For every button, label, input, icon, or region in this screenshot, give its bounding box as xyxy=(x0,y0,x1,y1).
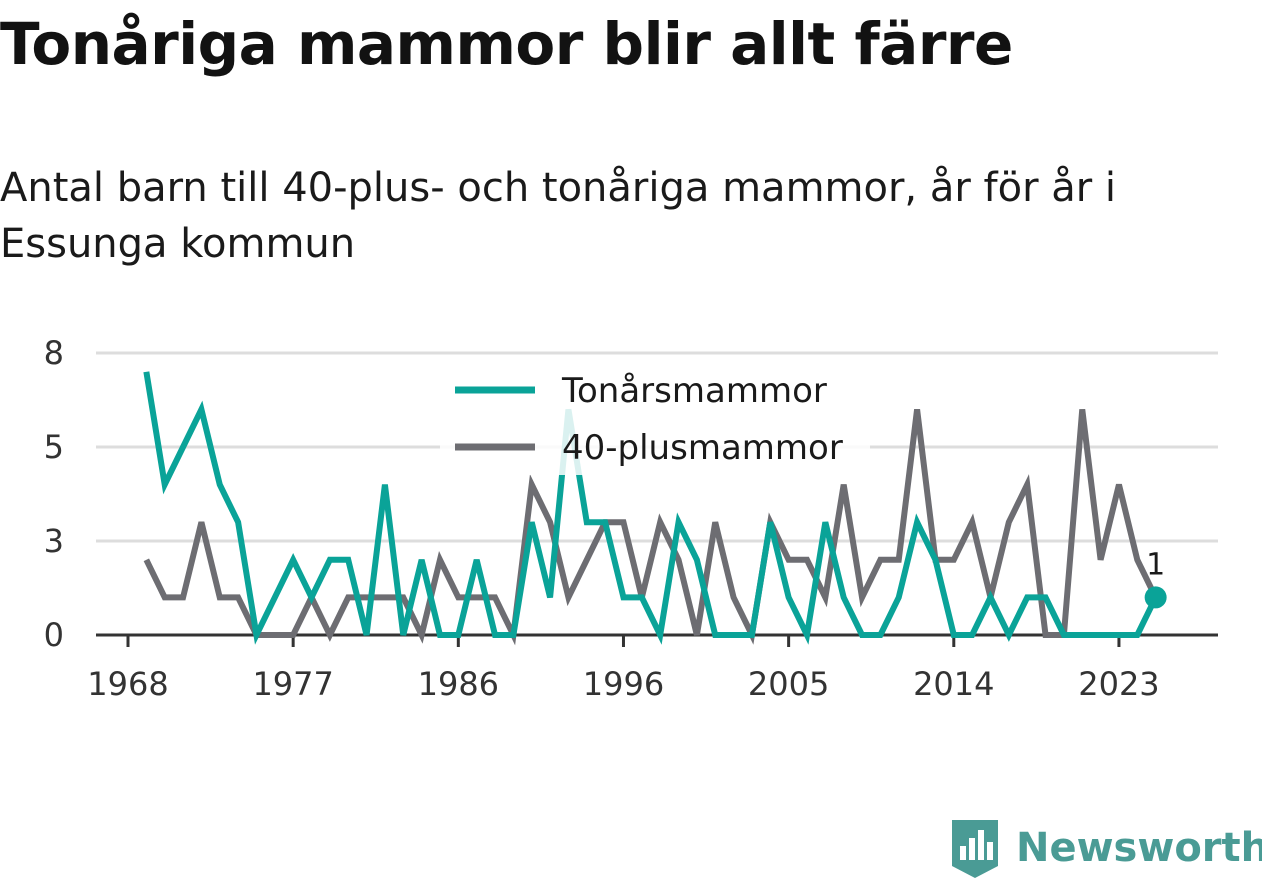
chart-subtitle: Antal barn till 40-plus- och tonåriga ma… xyxy=(0,165,1117,267)
y-tick-label: 5 xyxy=(44,428,64,466)
chart-title: Tonåriga mammor blir allt färre xyxy=(0,10,1013,78)
line-chart: 0 3 5 8 1968 1977 1986 1996 2005 2014 2023 Tonårs… xyxy=(44,334,1218,703)
legend-label-teens: Tonårsmammor xyxy=(561,371,827,411)
x-tick-label: 1996 xyxy=(583,665,664,703)
series-line-teens xyxy=(143,371,1159,645)
brand-name: Newsworthy xyxy=(1016,825,1262,871)
y-tick-label: 3 xyxy=(44,522,64,560)
series-line-forty-plus xyxy=(143,409,1159,646)
legend: Tonårsmammor 40-plusmammor xyxy=(440,365,870,475)
x-axis-ticks: 1968 1977 1986 1996 2005 2014 2023 xyxy=(87,635,1160,703)
x-tick-label: 1968 xyxy=(87,665,168,703)
y-tick-label: 8 xyxy=(44,334,64,372)
x-tick-label: 1986 xyxy=(418,665,499,703)
series-lines xyxy=(143,371,1159,646)
newsworthy-logo-icon xyxy=(952,820,998,878)
legend-label-forty-plus: 40-plusmammor xyxy=(562,428,843,468)
end-point-label: 1 xyxy=(1146,547,1165,582)
legend-background xyxy=(440,365,870,475)
end-point-marker xyxy=(1144,586,1167,609)
x-tick-label: 2005 xyxy=(748,665,829,703)
y-tick-label: 0 xyxy=(44,616,64,654)
y-axis-ticks: 0 3 5 8 xyxy=(44,334,64,654)
x-tick-label: 2014 xyxy=(913,665,994,703)
x-tick-label: 1977 xyxy=(252,665,333,703)
x-tick-label: 2023 xyxy=(1078,665,1159,703)
brand-logo: Newsworthy xyxy=(950,815,1262,881)
